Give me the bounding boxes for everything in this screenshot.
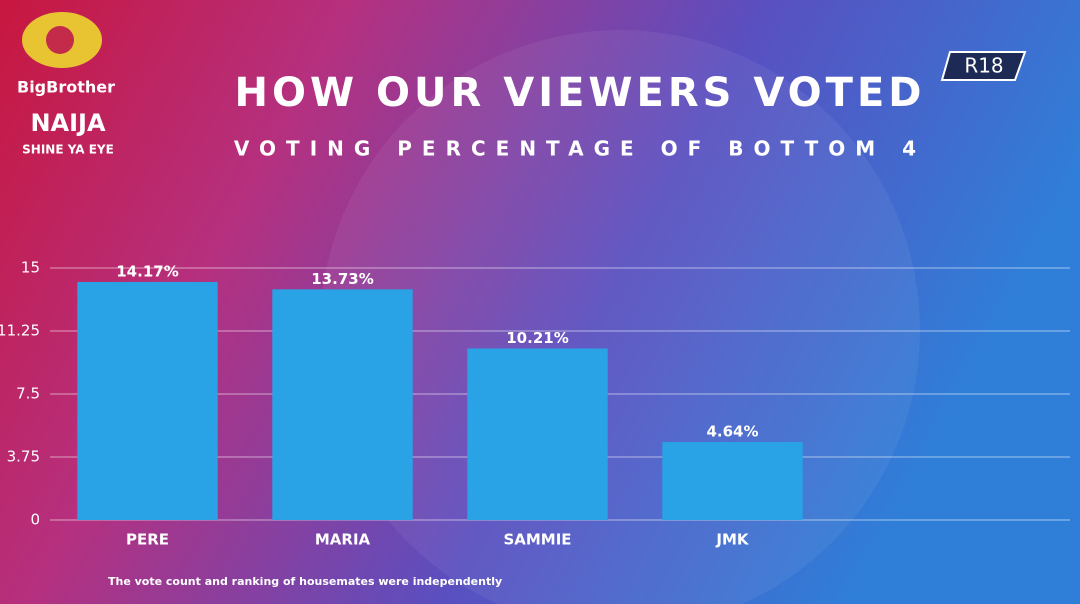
chart-subtitle: VOTING PERCENTAGE OF BOTTOM 4 (234, 137, 926, 161)
chart-title: HOW OUR VIEWERS VOTED (235, 70, 926, 116)
value-label: 13.73% (311, 270, 373, 288)
value-label: 14.17% (116, 262, 178, 280)
y-tick-label: 11.25 (0, 322, 40, 340)
logo-country: NAIJA (30, 109, 106, 137)
value-label: 4.64% (706, 423, 758, 441)
bar (272, 289, 413, 520)
x-tick-label: SAMMIE (503, 531, 571, 549)
logo-tagline: SHINE YA EYE (22, 143, 114, 157)
bar (77, 281, 218, 520)
footnote: The vote count and ranking of housemates… (108, 575, 502, 588)
x-tick-label: JMK (715, 531, 750, 549)
y-tick-label: 3.75 (7, 448, 40, 466)
x-tick-label: MARIA (315, 531, 371, 549)
rating-badge (940, 51, 1027, 81)
bar (467, 348, 608, 520)
bar (662, 442, 803, 520)
logo-name: BigBrother (17, 78, 115, 97)
value-label: 10.21% (506, 329, 568, 347)
rating-label: R18 (964, 54, 1003, 78)
y-tick-label: 15 (21, 259, 40, 277)
y-tick-label: 7.5 (16, 385, 40, 403)
y-tick-label: 0 (30, 511, 40, 529)
logo-iris (46, 26, 74, 54)
x-tick-label: PERE (126, 531, 169, 549)
